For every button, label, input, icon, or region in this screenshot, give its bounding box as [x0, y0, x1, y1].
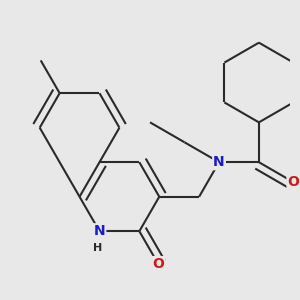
- Text: N: N: [213, 155, 225, 169]
- Text: H: H: [93, 243, 103, 253]
- Text: O: O: [152, 257, 164, 271]
- Text: O: O: [287, 175, 299, 189]
- Text: N: N: [94, 224, 105, 238]
